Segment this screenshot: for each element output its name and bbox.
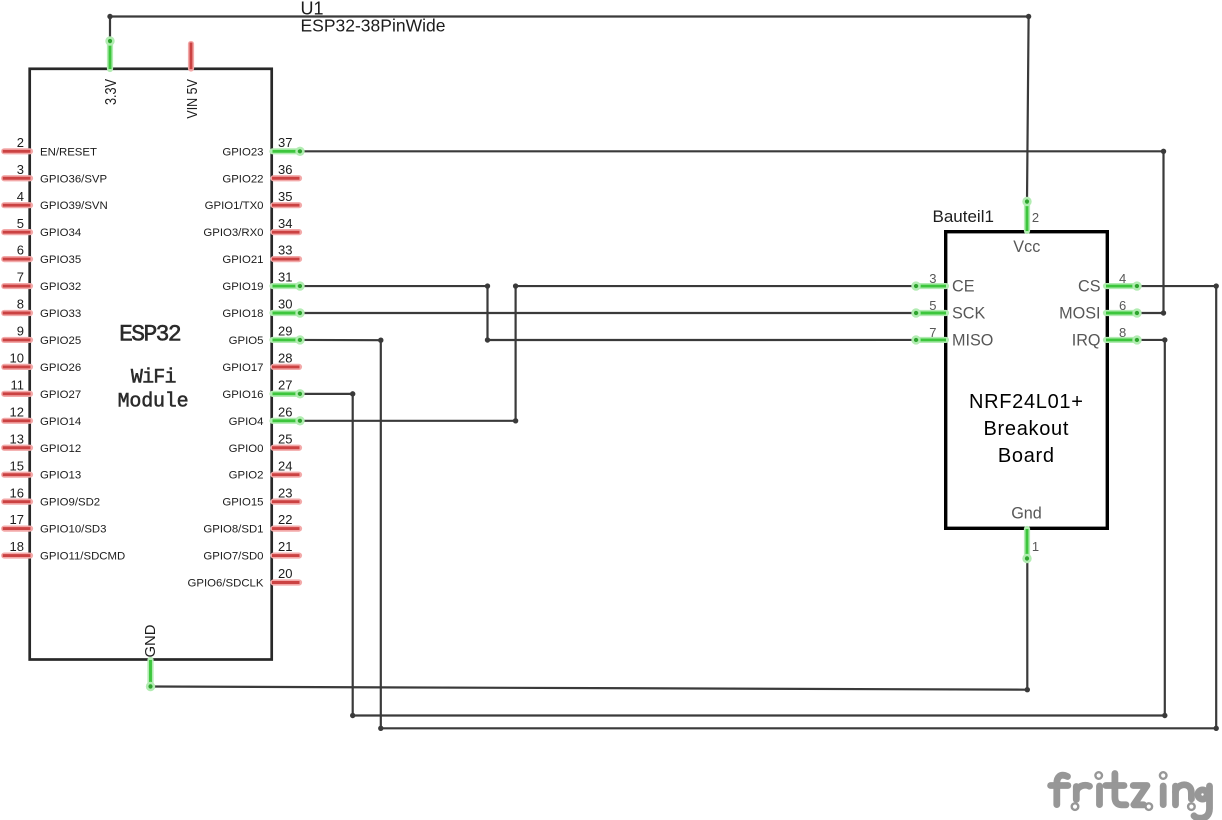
svg-text:30: 30 [278,297,292,312]
svg-text:GPIO15: GPIO15 [222,497,263,509]
svg-text:7: 7 [17,270,24,285]
svg-text:GPIO11/SDCMD: GPIO11/SDCMD [40,551,125,563]
svg-text:6: 6 [1119,298,1126,313]
svg-text:13: 13 [10,431,24,446]
svg-text:ESP32-38PinWide: ESP32-38PinWide [301,16,446,36]
svg-text:GND: GND [143,625,159,658]
svg-text:GPIO34: GPIO34 [40,227,81,239]
svg-text:GPIO19: GPIO19 [222,281,263,293]
svg-text:MISO: MISO [952,331,993,349]
svg-text:EN/RESET: EN/RESET [40,146,97,158]
svg-text:GPIO13: GPIO13 [40,470,81,482]
svg-text:1: 1 [1032,539,1039,554]
svg-text:5: 5 [929,298,936,313]
svg-text:18: 18 [10,539,24,554]
svg-text:11: 11 [11,377,25,392]
svg-text:GPIO4: GPIO4 [229,416,264,428]
svg-text:IRQ: IRQ [1072,331,1101,349]
svg-text:GPIO10/SD3: GPIO10/SD3 [40,524,106,536]
svg-text:4: 4 [1119,271,1126,286]
svg-text:22: 22 [278,512,292,527]
svg-text:ESP32: ESP32 [119,321,181,347]
svg-text:GPIO33: GPIO33 [40,308,81,320]
svg-text:GPIO36/SVP: GPIO36/SVP [40,173,107,185]
svg-text:CS: CS [1078,277,1101,295]
svg-text:GPIO18: GPIO18 [222,308,263,320]
svg-text:GPIO32: GPIO32 [40,281,81,293]
svg-text:37: 37 [278,135,292,150]
svg-text:12: 12 [10,404,24,419]
svg-text:Breakout: Breakout [983,418,1069,440]
svg-text:10: 10 [10,351,24,366]
svg-text:25: 25 [278,431,292,446]
svg-text:2: 2 [1032,210,1039,225]
svg-text:GPIO35: GPIO35 [40,254,81,266]
svg-text:21: 21 [278,539,292,554]
svg-text:U1: U1 [301,0,324,19]
svg-text:31: 31 [278,270,292,285]
svg-text:5: 5 [17,216,24,231]
svg-text:GPIO9/SD2: GPIO9/SD2 [40,497,100,509]
svg-text:GPIO7/SD0: GPIO7/SD0 [203,551,263,563]
svg-text:3: 3 [929,271,936,286]
svg-text:Bauteil1: Bauteil1 [933,207,994,226]
svg-text:GPIO39/SVN: GPIO39/SVN [40,200,108,212]
svg-text:34: 34 [278,216,292,231]
svg-text:GPIO0: GPIO0 [229,443,264,455]
svg-text:SCK: SCK [952,304,985,322]
svg-text:Board: Board [998,445,1055,467]
svg-text:9: 9 [17,324,24,339]
svg-text:24: 24 [278,458,292,473]
svg-text:29: 29 [278,324,292,339]
svg-text:GPIO6/SDCLK: GPIO6/SDCLK [188,578,264,590]
svg-text:GPIO16: GPIO16 [222,389,263,401]
svg-text:GPIO17: GPIO17 [222,362,263,374]
svg-text:WiFi: WiFi [131,366,176,389]
svg-text:VIN 5V: VIN 5V [184,79,201,119]
svg-text:3.3V: 3.3V [103,78,120,105]
svg-text:15: 15 [10,458,24,473]
svg-text:GPIO26: GPIO26 [40,362,81,374]
svg-text:Gnd: Gnd [1011,505,1042,523]
svg-text:2: 2 [17,135,24,150]
svg-text:GPIO22: GPIO22 [222,173,263,185]
svg-text:GPIO14: GPIO14 [40,416,81,428]
svg-text:27: 27 [278,377,292,392]
svg-text:GPIO21: GPIO21 [222,254,263,266]
svg-text:GPIO27: GPIO27 [40,389,81,401]
svg-text:Module: Module [118,390,189,413]
svg-text:8: 8 [1119,325,1126,340]
svg-text:GPIO2: GPIO2 [229,470,264,482]
svg-text:4: 4 [17,189,24,204]
svg-text:36: 36 [278,162,292,177]
svg-text:35: 35 [278,189,292,204]
svg-text:GPIO23: GPIO23 [222,146,263,158]
svg-text:CE: CE [952,277,975,295]
svg-text:Vcc: Vcc [1013,238,1040,256]
svg-text:GPIO3/RX0: GPIO3/RX0 [203,227,263,239]
svg-text:33: 33 [278,243,292,258]
svg-text:3: 3 [17,162,24,177]
svg-text:NRF24L01+: NRF24L01+ [969,391,1084,413]
svg-text:GPIO5: GPIO5 [229,335,264,347]
svg-text:6: 6 [17,243,24,258]
svg-text:8: 8 [17,297,24,312]
svg-text:28: 28 [278,351,292,366]
svg-text:23: 23 [278,485,292,500]
svg-text:GPIO25: GPIO25 [40,335,81,347]
svg-text:17: 17 [10,512,24,527]
svg-text:GPIO1/TX0: GPIO1/TX0 [205,200,264,212]
svg-text:16: 16 [10,485,24,500]
svg-text:26: 26 [278,404,292,419]
svg-text:GPIO12: GPIO12 [40,443,81,455]
svg-text:MOSI: MOSI [1059,304,1100,322]
svg-text:7: 7 [929,325,936,340]
svg-text:20: 20 [278,566,292,581]
svg-text:GPIO8/SD1: GPIO8/SD1 [203,524,263,536]
